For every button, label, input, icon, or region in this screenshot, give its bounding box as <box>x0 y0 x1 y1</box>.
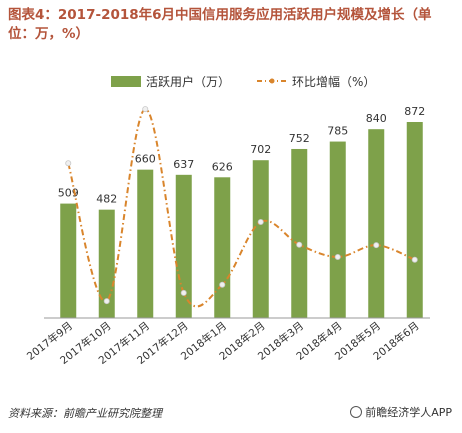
bar-value-label: 840 <box>366 112 387 125</box>
bar <box>137 169 154 318</box>
brand-label: 前瞻经济学人APP <box>365 406 452 419</box>
bar-value-label: 626 <box>212 160 233 173</box>
bar-value-label: 637 <box>173 158 194 171</box>
growth-point <box>257 218 264 225</box>
bar-value-label: 482 <box>96 193 117 206</box>
bar <box>329 141 346 318</box>
bar-value-label: 872 <box>404 105 425 118</box>
bar <box>368 129 385 318</box>
growth-point <box>103 298 110 305</box>
bar-value-label: 785 <box>327 125 348 138</box>
bar <box>60 203 77 318</box>
bar <box>98 209 115 318</box>
legend-bar-swatch <box>111 76 141 87</box>
bar-value-label: 660 <box>135 153 156 166</box>
source-note: 资料来源：前瞻产业研究院整理 <box>8 407 162 420</box>
growth-point <box>411 256 418 263</box>
bar <box>214 177 231 318</box>
bar <box>406 122 423 318</box>
chart-title: 图表4：2017-2018年6月中国信用服务应用活跃用户规模及增长（单位：万，%… <box>8 7 432 42</box>
bar-value-label: 752 <box>289 132 310 145</box>
bar <box>252 160 269 318</box>
legend-line-marker <box>269 78 275 84</box>
growth-point <box>219 281 226 288</box>
growth-point <box>65 160 72 167</box>
growth-point <box>373 242 380 249</box>
growth-line-series <box>65 106 418 308</box>
brand-logo-icon <box>350 406 363 418</box>
growth-line <box>67 108 416 308</box>
bar <box>175 174 192 318</box>
x-axis-tick-labels: 2017年9月2017年10月2017年11月2017年12月2018年1月20… <box>24 319 421 367</box>
bar-value-label: 702 <box>250 143 271 156</box>
legend-bar-label: 活跃用户（万） <box>146 74 230 89</box>
chart-legend: 活跃用户（万） 环比增幅（%） <box>111 74 375 89</box>
growth-point <box>142 106 149 113</box>
bar <box>291 148 308 318</box>
bar-series <box>60 122 423 318</box>
growth-point <box>180 289 187 296</box>
growth-point <box>334 253 341 260</box>
legend-line-label: 环比增幅（%） <box>292 74 375 89</box>
growth-point <box>296 241 303 248</box>
brand-credit: 前瞻经济学人APP <box>350 404 452 420</box>
